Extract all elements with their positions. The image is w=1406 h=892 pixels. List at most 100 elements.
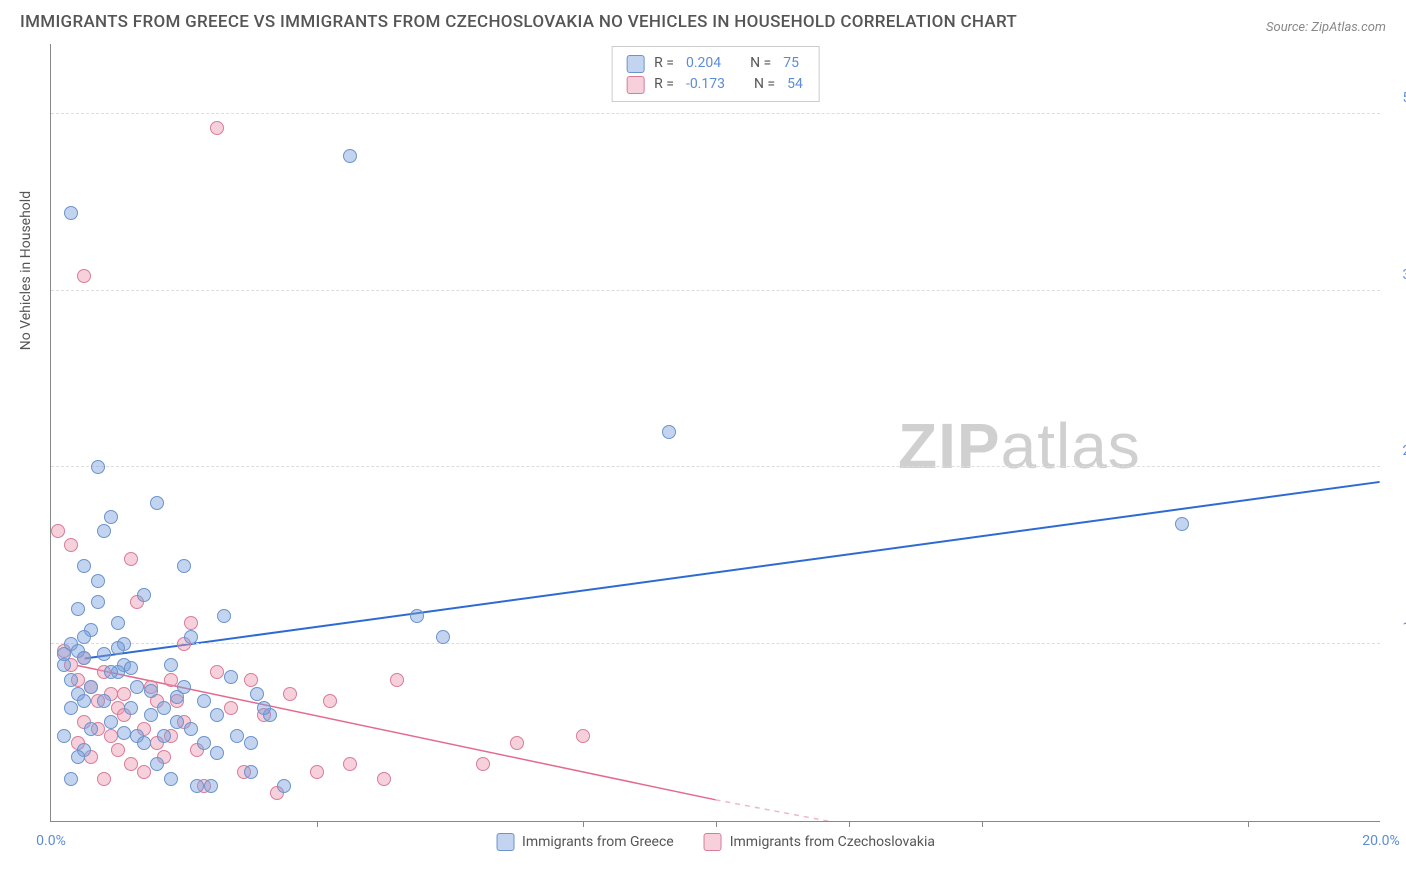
czech-point — [343, 757, 357, 771]
gridline-h — [51, 643, 1380, 644]
greece-point — [197, 736, 211, 750]
greece-point — [97, 524, 111, 538]
gridline-h — [51, 113, 1380, 114]
greece-point — [124, 701, 138, 715]
greece-point — [177, 559, 191, 573]
greece-point — [91, 595, 105, 609]
greece-point — [244, 736, 258, 750]
legend-correlation: R = 0.204 N = 75 R = -0.173 N = 54 — [611, 46, 820, 102]
legend-series: Immigrants from Greece Immigrants from C… — [496, 833, 935, 851]
greece-point — [71, 602, 85, 616]
greece-point — [57, 729, 71, 743]
x-minor-tick — [583, 821, 584, 827]
greece-point — [343, 149, 357, 163]
greece-point — [124, 661, 138, 675]
czech-point — [510, 736, 524, 750]
trend-lines — [51, 44, 1380, 821]
greece-point — [250, 687, 264, 701]
greece-point — [1175, 517, 1189, 531]
greece-point — [184, 630, 198, 644]
greece-point — [77, 694, 91, 708]
legend-label-greece: Immigrants from Greece — [522, 834, 674, 850]
greece-point — [77, 651, 91, 665]
source-label: Source: ZipAtlas.com — [1266, 20, 1386, 35]
greece-point — [144, 708, 158, 722]
y-axis-title: No Vehicles in Household — [18, 191, 34, 350]
czech-point — [210, 121, 224, 135]
czech-point — [224, 701, 238, 715]
greece-point — [150, 757, 164, 771]
y-tick-label: 50.0% — [1385, 90, 1406, 106]
czech-point — [576, 729, 590, 743]
greece-point — [277, 779, 291, 793]
scatter-plot-area: ZIPatlas R = 0.204 N = 75 R = -0.173 N =… — [50, 44, 1380, 822]
greece-point — [257, 701, 271, 715]
legend-swatch-czech-icon — [704, 833, 722, 851]
greece-point — [111, 616, 125, 630]
x-minor-tick — [1248, 821, 1249, 827]
greece-point — [190, 779, 204, 793]
x-minor-tick — [716, 821, 717, 827]
legend-swatch-greece-icon — [496, 833, 514, 851]
legend-swatch-greece — [626, 55, 644, 73]
greece-point — [144, 684, 158, 698]
czech-point — [97, 772, 111, 786]
greece-point — [244, 765, 258, 779]
czech-point — [210, 665, 224, 679]
greece-point — [137, 736, 151, 750]
greece-point — [64, 701, 78, 715]
greece-point — [230, 729, 244, 743]
greece-point — [164, 772, 178, 786]
x-tick-label: 0.0% — [36, 833, 66, 849]
greece-point — [217, 609, 231, 623]
greece-point — [117, 726, 131, 740]
greece-point — [111, 641, 125, 655]
gridline-h — [51, 466, 1380, 467]
greece-point — [97, 647, 111, 661]
greece-point — [210, 746, 224, 760]
czech-point — [164, 673, 178, 687]
greece-point — [157, 729, 171, 743]
greece-point — [170, 715, 184, 729]
watermark: ZIPatlas — [898, 409, 1141, 483]
czech-point — [64, 538, 78, 552]
czech-point — [124, 757, 138, 771]
legend-label-czech: Immigrants from Czechoslovakia — [730, 834, 935, 850]
x-minor-tick — [317, 821, 318, 827]
greece-point — [77, 630, 91, 644]
greece-point — [662, 425, 676, 439]
czech-point — [117, 687, 131, 701]
czech-point — [111, 743, 125, 757]
greece-point — [164, 658, 178, 672]
czech-point — [104, 729, 118, 743]
greece-point — [150, 496, 164, 510]
x-minor-tick — [982, 821, 983, 827]
greece-point — [224, 670, 238, 684]
greece-point — [137, 588, 151, 602]
czech-point — [377, 772, 391, 786]
greece-point — [104, 665, 118, 679]
greece-point — [71, 750, 85, 764]
greece-point — [104, 715, 118, 729]
greece-point — [84, 680, 98, 694]
greece-point — [57, 647, 71, 661]
greece-point — [77, 559, 91, 573]
greece-point — [210, 708, 224, 722]
czech-point — [124, 552, 138, 566]
czech-point — [390, 673, 404, 687]
greece-point — [104, 510, 118, 524]
greece-point — [197, 694, 211, 708]
chart-title: IMMIGRANTS FROM GREECE VS IMMIGRANTS FRO… — [20, 12, 1017, 32]
greece-point — [436, 630, 450, 644]
greece-point — [64, 673, 78, 687]
greece-point — [91, 574, 105, 588]
greece-point — [184, 722, 198, 736]
y-tick-label: 25.0% — [1385, 443, 1406, 459]
greece-point — [91, 460, 105, 474]
y-tick-label: 37.5% — [1385, 267, 1406, 283]
greece-point — [130, 680, 144, 694]
czech-point — [283, 687, 297, 701]
greece-point — [64, 772, 78, 786]
czech-point — [51, 524, 65, 538]
greece-point — [84, 722, 98, 736]
